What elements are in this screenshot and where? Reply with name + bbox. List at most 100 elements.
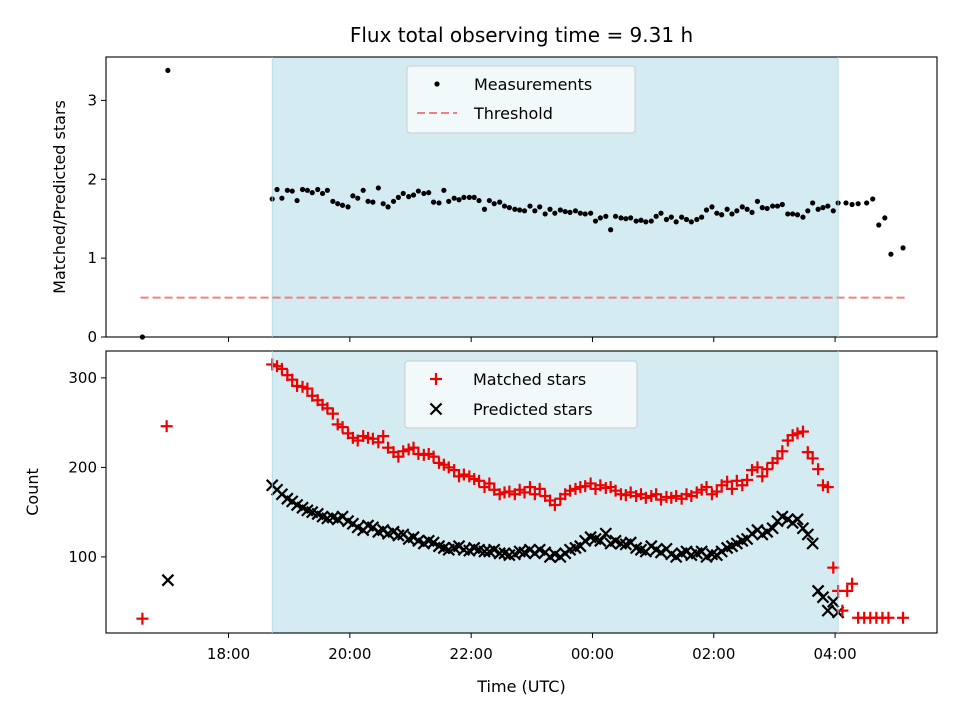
measurement-point	[294, 197, 300, 204]
measurement-point	[415, 188, 421, 194]
x-tick-label: 18:00	[207, 645, 250, 663]
matched-point	[745, 464, 758, 477]
measurement-point	[785, 211, 791, 217]
predicted-point	[705, 547, 719, 561]
measurement-point	[749, 209, 755, 215]
measurement-point	[764, 205, 770, 212]
measurement-point	[744, 206, 750, 212]
top-x-ticks	[228, 337, 836, 342]
measurement-point	[739, 204, 745, 210]
measurement-point	[618, 215, 624, 221]
predicted-point	[487, 543, 501, 557]
matched-point	[518, 486, 531, 499]
predicted-point	[161, 573, 175, 587]
matched-point	[427, 450, 440, 463]
measurement-point	[612, 213, 619, 219]
measurement-point	[365, 198, 371, 204]
measurement-point	[794, 212, 801, 218]
x-tick-label: 20:00	[328, 645, 371, 663]
measurement-point	[319, 190, 326, 197]
x-tick-label: 02:00	[692, 645, 735, 663]
measurement-point	[552, 210, 558, 216]
predicted-point	[745, 527, 759, 540]
measurement-point	[603, 213, 609, 219]
matched-point	[579, 480, 592, 493]
predicted-point	[821, 604, 835, 617]
measurement-point	[471, 194, 477, 200]
measurement-point	[653, 213, 659, 219]
measurement-point	[390, 198, 397, 204]
count-panel: 100 200 300 18:00 20:00 22:00 00:00 02:00 04:00…	[23, 350, 938, 696]
measurement-point	[703, 207, 710, 213]
measurement-point	[486, 197, 492, 204]
measurement-point	[537, 204, 543, 210]
top-axes-frame	[105, 56, 938, 338]
measurement-point	[506, 205, 512, 211]
measurement-point	[643, 219, 649, 225]
bottom-x-ticks: 18:00 20:00 22:00 00:00 02:00 04:00	[207, 633, 857, 663]
measurement-point	[330, 198, 336, 204]
measurement-point	[395, 194, 401, 200]
matched-point	[548, 498, 561, 511]
measurement-point	[446, 198, 452, 204]
measurement-point	[370, 199, 376, 205]
measurement-point	[400, 190, 406, 197]
matched-point	[756, 470, 769, 483]
measurement-point	[279, 195, 285, 201]
measurement-point	[870, 196, 876, 202]
measurement-point	[876, 222, 882, 228]
measurement-point	[694, 216, 700, 223]
bottom-y-axis-label: Count	[23, 468, 42, 516]
measurement-point	[165, 67, 171, 74]
matched-point	[594, 479, 607, 492]
measurement-point	[648, 218, 654, 224]
legend-threshold-label: Threshold	[473, 104, 553, 123]
measurement-point	[673, 219, 679, 225]
predicted-point	[578, 534, 592, 548]
measurement-point	[709, 204, 715, 210]
matched-point	[725, 482, 738, 495]
measurement-point	[774, 203, 781, 209]
matched-point	[564, 484, 577, 497]
top-legend: Measurements Threshold	[406, 65, 636, 134]
matched-point	[812, 463, 825, 476]
measurement-point	[734, 208, 740, 214]
matched-point	[670, 490, 683, 503]
matched-point	[286, 373, 299, 386]
measurement-point	[547, 206, 553, 212]
measurement-point	[810, 200, 816, 206]
predicted-point	[427, 536, 440, 549]
measurement-point	[461, 194, 467, 200]
matched-point	[771, 452, 784, 465]
measurement-point	[562, 208, 568, 215]
matched-point	[533, 482, 546, 495]
measurement-point	[855, 201, 861, 207]
predicted-point	[715, 545, 728, 558]
measurement-point	[633, 218, 639, 224]
measurement-point	[820, 205, 826, 211]
measurement-point	[567, 209, 573, 215]
measurement-point	[274, 186, 280, 193]
matched-point	[846, 577, 859, 590]
y-tick-label: 300	[68, 369, 97, 387]
measurement-point	[577, 210, 583, 216]
x-tick-label: 04:00	[813, 645, 856, 663]
matched-point	[136, 612, 149, 625]
predicted-point	[760, 525, 774, 539]
matched-point	[397, 445, 410, 458]
measurement-point	[521, 208, 528, 214]
matched-point	[457, 468, 470, 481]
measurement-point	[668, 214, 674, 220]
matched-point	[407, 441, 420, 454]
measurement-point	[688, 219, 694, 225]
matched-point	[336, 421, 349, 434]
matched-point	[710, 485, 723, 498]
measurement-point	[900, 245, 906, 251]
measurement-point	[779, 201, 785, 208]
matched-point	[806, 452, 819, 465]
matched-point	[897, 611, 910, 624]
measurement-point	[410, 192, 417, 198]
predicted-point	[654, 546, 668, 559]
legend-predicted-marker	[429, 402, 443, 416]
